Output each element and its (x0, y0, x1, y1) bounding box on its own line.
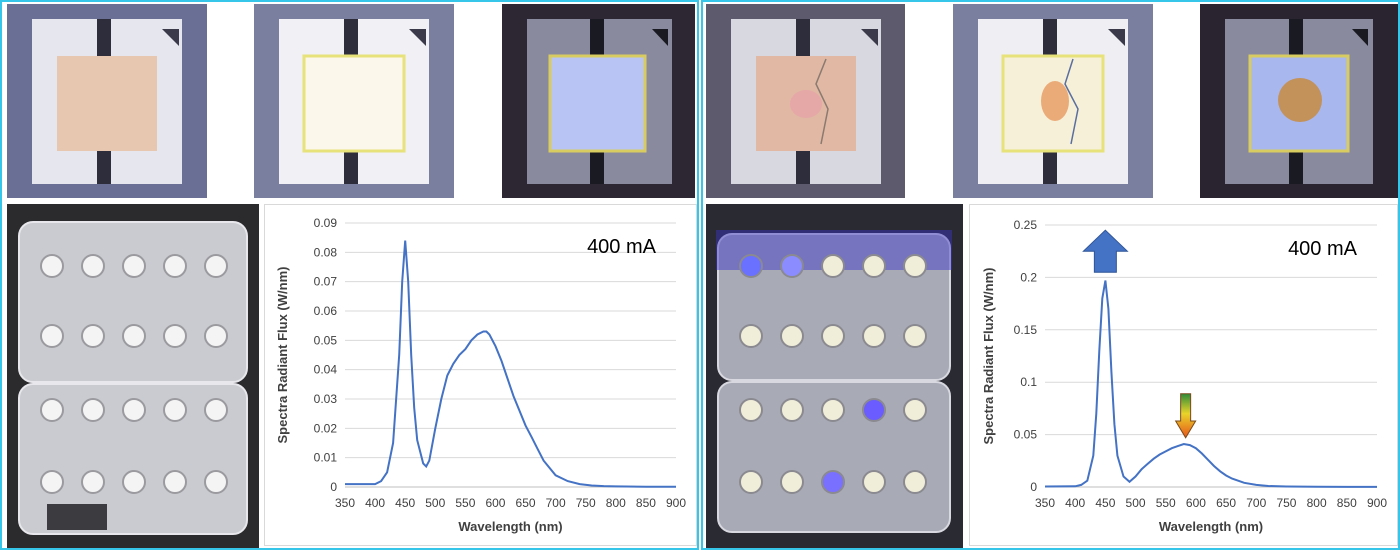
x-tick-label: 350 (335, 496, 355, 510)
y-tick-label: 0.25 (1014, 218, 1038, 232)
y-tick-label: 0.02 (314, 421, 338, 435)
x-tick-label: 850 (636, 496, 656, 510)
y-tick-label: 0.07 (314, 275, 338, 289)
x-tick-label: 450 (395, 496, 415, 510)
y-tick-label: 0.15 (1014, 323, 1038, 337)
x-tick-label: 850 (1337, 496, 1357, 510)
y-tick-label: 0.04 (314, 363, 338, 377)
y-tick-label: 0.03 (314, 392, 338, 406)
led-chip-icon (1200, 4, 1398, 198)
y-tick-label: 0.01 (314, 451, 338, 465)
y-axis-label: Spectra Radiant Flux (W/nm) (981, 268, 996, 445)
led-chip-icon (254, 4, 454, 198)
x-tick-label: 650 (516, 496, 536, 510)
spectrum-chart-1: 0 0.01 0.02 0.03 0.04 0.05 0.06 0.07 0.08 0.09 350… (264, 204, 697, 546)
spectrum-series-line (345, 240, 676, 488)
y-axis-label: Spectra Radiant Flux (W/nm) (275, 267, 290, 444)
x-axis-label: Wavelength (nm) (458, 519, 562, 534)
current-annotation: 400 mA (587, 236, 657, 258)
x-tick-label: 550 (1156, 496, 1176, 510)
x-tick-label: 600 (485, 496, 505, 510)
left-panel: 0 0.01 0.02 0.03 0.04 0.05 0.06 0.07 0.08 0.09 350… (0, 0, 699, 550)
x-tick-label: 700 (1246, 496, 1266, 510)
y-tick-label: 0.2 (1020, 270, 1037, 284)
led-module-photo (7, 204, 259, 548)
y-tick-label: 0.06 (314, 304, 338, 318)
right-panel: 0 0.05 0.1 0.15 0.2 0.25 350 400 450 500 550 600 650… (701, 0, 1400, 550)
y-tick-label: 0 (330, 480, 337, 494)
x-tick-label: 350 (1035, 496, 1055, 510)
spectrum-chart-2: 0 0.05 0.1 0.15 0.2 0.25 350 400 450 500 550 600 650… (969, 204, 1398, 546)
x-tick-label: 900 (1367, 496, 1387, 510)
x-tick-label: 800 (606, 496, 626, 510)
decrease-arrow-icon (1174, 393, 1197, 439)
led-photo-cracked (706, 4, 905, 198)
x-tick-label: 750 (576, 496, 596, 510)
led-module-icon (7, 204, 259, 548)
x-tick-label: 700 (546, 496, 566, 510)
x-tick-label: 450 (1095, 496, 1115, 510)
x-tick-label: 600 (1186, 496, 1206, 510)
led-chip-icon (7, 4, 207, 198)
increase-arrow-icon (1082, 229, 1129, 273)
led-photo-unlit (7, 4, 207, 198)
x-tick-label: 400 (365, 496, 385, 510)
y-tick-label: 0.05 (1014, 428, 1038, 442)
spectrum-series-line (1044, 280, 1377, 488)
led-chip-icon (502, 4, 695, 198)
x-tick-label: 550 (455, 496, 475, 510)
y-tick-label: 0 (1030, 480, 1037, 494)
x-tick-label: 800 (1307, 496, 1327, 510)
spectrum-chart-svg: 0 0.05 0.1 0.15 0.2 0.25 350 400 450 500 550 600 650… (981, 218, 1387, 534)
led-photo-lit (254, 4, 454, 198)
led-module-degraded-icon (706, 204, 963, 548)
x-tick-label: 400 (1065, 496, 1085, 510)
x-tick-label: 750 (1276, 496, 1296, 510)
x-tick-label: 500 (425, 496, 445, 510)
led-photo-burnt (953, 4, 1153, 198)
led-photo-burnt-blue (1200, 4, 1398, 198)
x-tick-label: 900 (666, 496, 686, 510)
y-tick-label: 0.05 (314, 333, 338, 347)
y-tick-label: 0.1 (1020, 375, 1037, 389)
x-tick-label: 500 (1126, 496, 1146, 510)
x-axis-label: Wavelength (nm) (1159, 519, 1263, 534)
x-tick-label: 650 (1216, 496, 1236, 510)
led-chip-icon (953, 4, 1153, 198)
y-tick-label: 0.08 (314, 245, 338, 259)
led-chip-icon (706, 4, 905, 198)
led-photo-blue (502, 4, 695, 198)
spectrum-chart-svg: 0 0.01 0.02 0.03 0.04 0.05 0.06 0.07 0.08 0.09 350… (275, 216, 686, 534)
led-module-degraded-photo (706, 204, 963, 548)
current-annotation: 400 mA (1288, 238, 1358, 260)
y-tick-label: 0.09 (314, 216, 338, 230)
